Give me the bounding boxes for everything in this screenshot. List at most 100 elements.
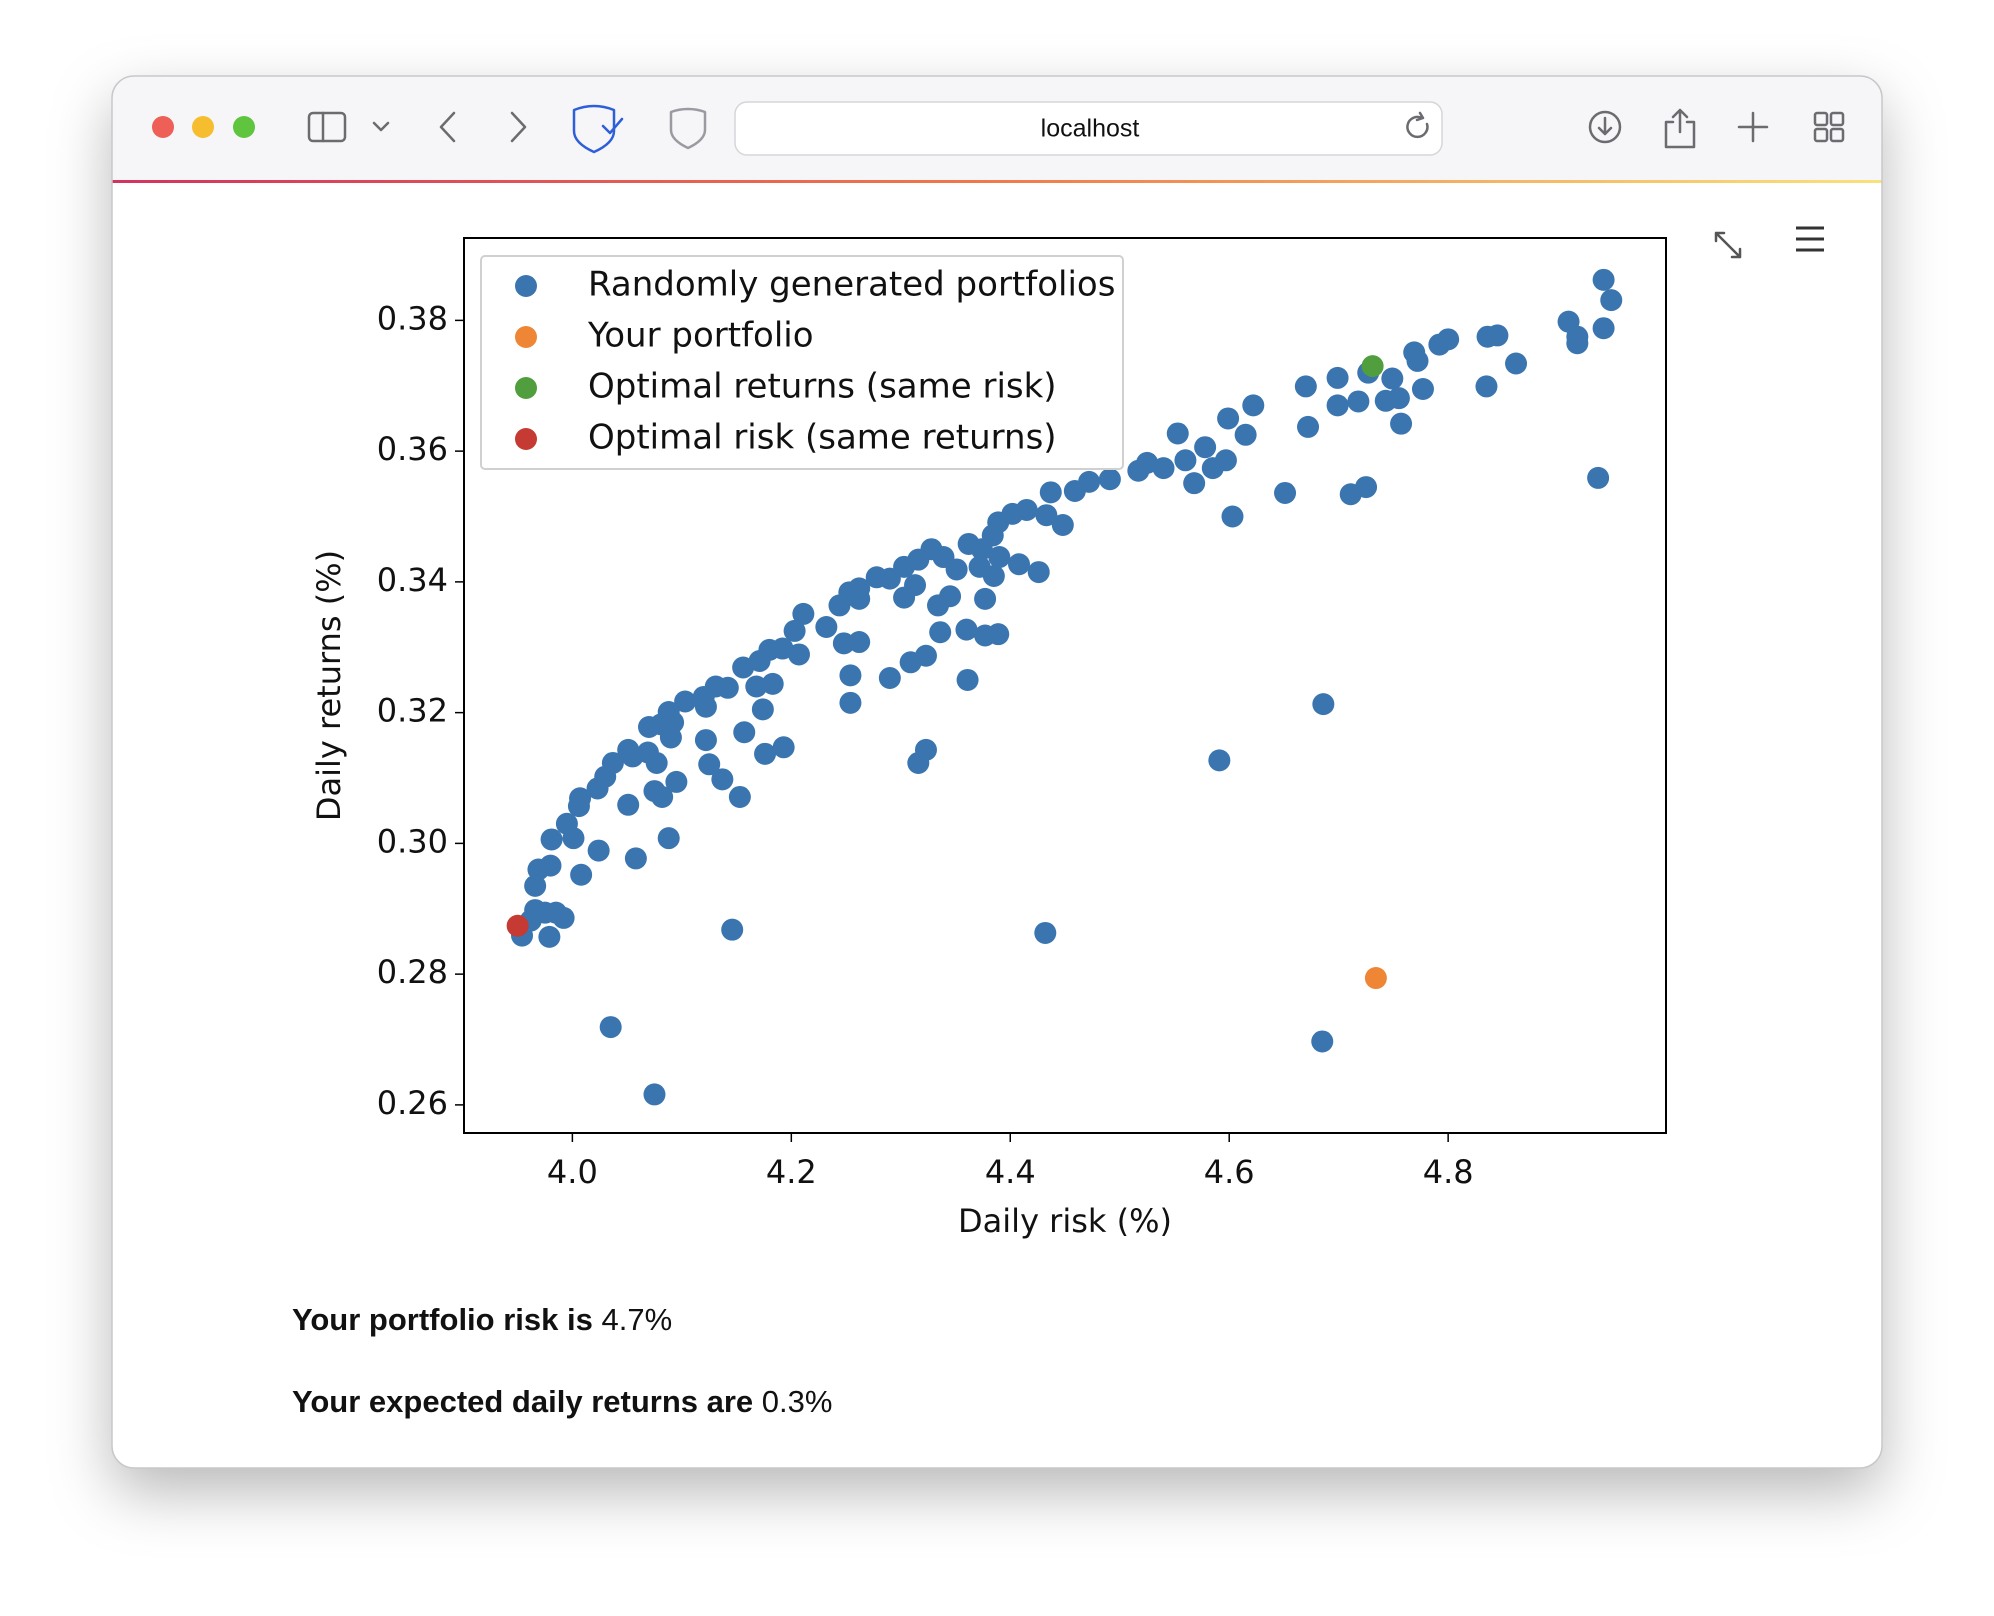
scatter-point — [1347, 390, 1370, 413]
x-axis-label: Daily risk (%) — [958, 1202, 1172, 1240]
x-tick-label: 4.0 — [547, 1153, 598, 1191]
legend-label: Randomly generated portfolios — [588, 265, 1115, 305]
scatter-point — [562, 827, 585, 850]
legend-marker — [515, 326, 537, 348]
scatter-point — [1208, 749, 1231, 772]
scatter-point — [659, 726, 682, 749]
scatter-point — [1600, 289, 1623, 312]
y-tick-label: 0.30 — [377, 822, 448, 860]
scatter-point — [1174, 449, 1197, 472]
scatter-point — [538, 925, 561, 948]
back-button[interactable] — [439, 111, 456, 143]
scatter-point — [832, 632, 855, 655]
reload-button[interactable] — [1406, 111, 1429, 139]
forward-button[interactable] — [510, 111, 527, 143]
scatter-point — [956, 668, 979, 691]
y-tick-label: 0.34 — [377, 561, 448, 599]
sidebar-menu[interactable] — [372, 121, 390, 132]
scatter-point — [927, 594, 950, 617]
y-tick-label: 0.26 — [377, 1084, 448, 1122]
share-button[interactable] — [1664, 108, 1696, 149]
scatter-point — [1390, 412, 1413, 435]
scatter-point — [506, 914, 529, 937]
scatter-point — [974, 587, 997, 610]
scatter-point — [1008, 553, 1031, 576]
scatter-point — [783, 619, 806, 642]
scatter-point — [1326, 366, 1349, 389]
risk-value: 4.7% — [601, 1302, 672, 1337]
close-button[interactable] — [152, 116, 174, 138]
scatter-point — [1406, 349, 1429, 372]
new-tab-button[interactable] — [1737, 111, 1769, 143]
scatter-point — [893, 586, 916, 609]
scatter-point — [1505, 352, 1528, 375]
scatter-point — [638, 716, 661, 739]
scatter-point — [1136, 451, 1159, 474]
scatter-point — [1428, 333, 1451, 356]
minimize-button[interactable] — [192, 116, 214, 138]
scatter-point — [587, 839, 610, 862]
scatter-point — [524, 874, 547, 897]
legend-marker — [515, 275, 537, 297]
scatter-point — [657, 827, 680, 850]
tab-overview-button[interactable] — [1813, 111, 1845, 143]
scatter-point — [567, 795, 590, 818]
scatter-point — [839, 664, 862, 687]
scatter-point — [899, 651, 922, 674]
legend-marker — [515, 428, 537, 450]
scatter-point — [751, 698, 774, 721]
returns-value: 0.3% — [762, 1384, 833, 1419]
scatter-point — [599, 1016, 622, 1039]
extension-shield[interactable] — [669, 107, 707, 150]
scatter-point — [1311, 1030, 1334, 1053]
scatter-point — [728, 785, 751, 808]
y-axis-label: Daily returns (%) — [310, 550, 348, 821]
scatter-point — [1592, 317, 1615, 340]
url-text: localhost — [1041, 115, 1140, 143]
scatter-point — [1039, 481, 1062, 504]
fullscreen-button[interactable] — [1714, 231, 1742, 259]
scatter-point — [1194, 436, 1217, 459]
y-tick-label: 0.38 — [377, 299, 448, 337]
scatter-point — [1183, 472, 1206, 495]
scatter-point — [914, 738, 937, 761]
scatter-point — [527, 858, 550, 881]
legend-label: Your portfolio — [587, 316, 814, 356]
scatter-point — [1361, 355, 1384, 378]
sidebar-button[interactable] — [307, 111, 347, 143]
address-bar[interactable] — [734, 101, 1443, 156]
zoom-button[interactable] — [233, 116, 255, 138]
scatter-point — [1221, 505, 1244, 528]
scatter-point — [968, 555, 991, 578]
scatter-point — [772, 736, 795, 759]
scatter-point — [878, 666, 901, 689]
scatter-point — [674, 690, 697, 713]
menu-button[interactable] — [1796, 226, 1824, 252]
scatter-point — [552, 906, 575, 929]
scatter-point — [1592, 268, 1615, 291]
scatter-point — [617, 793, 640, 816]
scatter-point — [1326, 394, 1349, 417]
x-tick-label: 4.2 — [766, 1153, 817, 1191]
scatter-point — [792, 602, 815, 625]
scatter-point — [665, 770, 688, 793]
returns-label: Your expected daily returns are — [292, 1384, 753, 1419]
privacy-shield[interactable] — [572, 104, 616, 154]
scatter-point — [761, 672, 784, 695]
x-tick-label: 4.4 — [985, 1153, 1036, 1191]
scatter-point — [643, 1083, 666, 1106]
scatter-point — [1312, 693, 1335, 716]
chart: 4.0 4.2 4.4 4.6 4.8 0.26 0.28 0.30 0.32 0.34 0.36 0… — [310, 237, 1667, 1240]
scatter-point — [1242, 394, 1265, 417]
scatter-point — [1475, 375, 1498, 398]
scatter-point — [865, 566, 888, 589]
scatter-point — [1297, 415, 1320, 438]
scatter-point — [929, 621, 952, 644]
scatter-point — [732, 656, 755, 679]
legend-label: Optimal risk (same returns) — [588, 418, 1057, 458]
scatter-point — [694, 729, 717, 752]
legend-label: Optimal returns (same risk) — [588, 367, 1057, 407]
scatter-point — [1411, 378, 1434, 401]
downloads-button[interactable] — [1588, 110, 1622, 144]
